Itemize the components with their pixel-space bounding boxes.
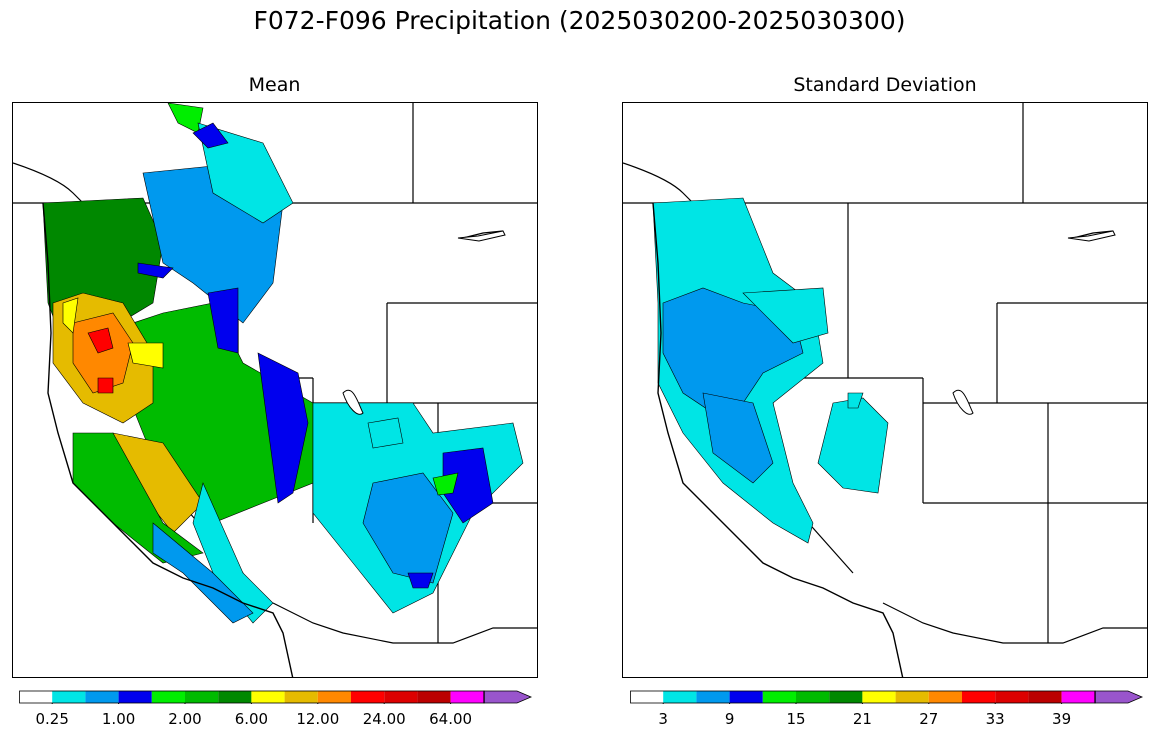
- std-colorbar-segment: [696, 691, 730, 703]
- mean-colorbar-segment: [384, 691, 418, 703]
- mean-colorbar-segment: [251, 691, 285, 703]
- std-colorbar-segment: [928, 691, 962, 703]
- mean-colorbar-extend-arrow: [483, 690, 533, 704]
- mean-colorbar-tick-label: 6.00: [234, 710, 269, 728]
- std-colorbar-tick-label: 39: [1052, 710, 1072, 728]
- mean-colorbar-segment: [317, 691, 351, 703]
- std-colorbar-segment: [630, 691, 664, 703]
- mean-colorbar-segment: [85, 691, 119, 703]
- mean-colorbar-tick-label: 24.00: [362, 710, 406, 728]
- std-colorbar: [630, 690, 1144, 704]
- std-colorbar-segment: [995, 691, 1029, 703]
- mean-colorbar-segment: [351, 691, 385, 703]
- std-colorbar-segment: [962, 691, 996, 703]
- std-colorbar-segment: [895, 691, 929, 703]
- mean-map-svg: [13, 103, 537, 677]
- std-colorbar-segment: [663, 691, 697, 703]
- std-colorbar-segment: [729, 691, 763, 703]
- mean-colorbar-segment: [151, 691, 185, 703]
- mean-colorbar-segment: [450, 691, 484, 703]
- mean-colorbar-segment: [185, 691, 219, 703]
- std-colorbar-segment: [1028, 691, 1062, 703]
- std-colorbar-extend-arrow: [1094, 690, 1144, 704]
- mean-colorbar-tick-label: 12.00: [296, 710, 340, 728]
- mean-colorbar-segment: [118, 691, 152, 703]
- std-map: [622, 102, 1148, 678]
- std-colorbar-tick-label: 27: [919, 710, 939, 728]
- std-colorbar-segment: [862, 691, 896, 703]
- mean-colorbar-segment: [284, 691, 318, 703]
- mean-colorbar-tick-label: 64.00: [429, 710, 473, 728]
- mean-colorbar-tick-label: 0.25: [35, 710, 69, 728]
- std-colorbar-segment: [829, 691, 863, 703]
- std-map-svg: [623, 103, 1147, 677]
- mean-colorbar-segment: [417, 691, 451, 703]
- std-colorbar-tick-label: 33: [985, 710, 1005, 728]
- mean-colorbar-segment: [52, 691, 86, 703]
- std-colorbar-tick-label: 9: [724, 710, 735, 728]
- mean-colorbar-tick-label: 2.00: [168, 710, 202, 728]
- std-colorbar-tick-label: 21: [852, 710, 872, 728]
- std-colorbar-segment: [762, 691, 796, 703]
- std-colorbar-segment: [1061, 691, 1095, 703]
- figure-title: F072-F096 Precipitation (2025030200-2025…: [253, 6, 906, 35]
- std-colorbar-segment: [796, 691, 830, 703]
- std-panel-title: Standard Deviation: [793, 74, 977, 96]
- mean-colorbar-segment: [19, 691, 53, 703]
- mean-panel-title: Mean: [248, 74, 301, 96]
- mean-colorbar: [19, 690, 533, 704]
- mean-colorbar-tick-label: 1.00: [101, 710, 136, 728]
- mean-colorbar-segment: [218, 691, 252, 703]
- std-colorbar-tick-label: 15: [786, 710, 806, 728]
- std-colorbar-tick-label: 3: [658, 710, 668, 728]
- mean-map: [12, 102, 538, 678]
